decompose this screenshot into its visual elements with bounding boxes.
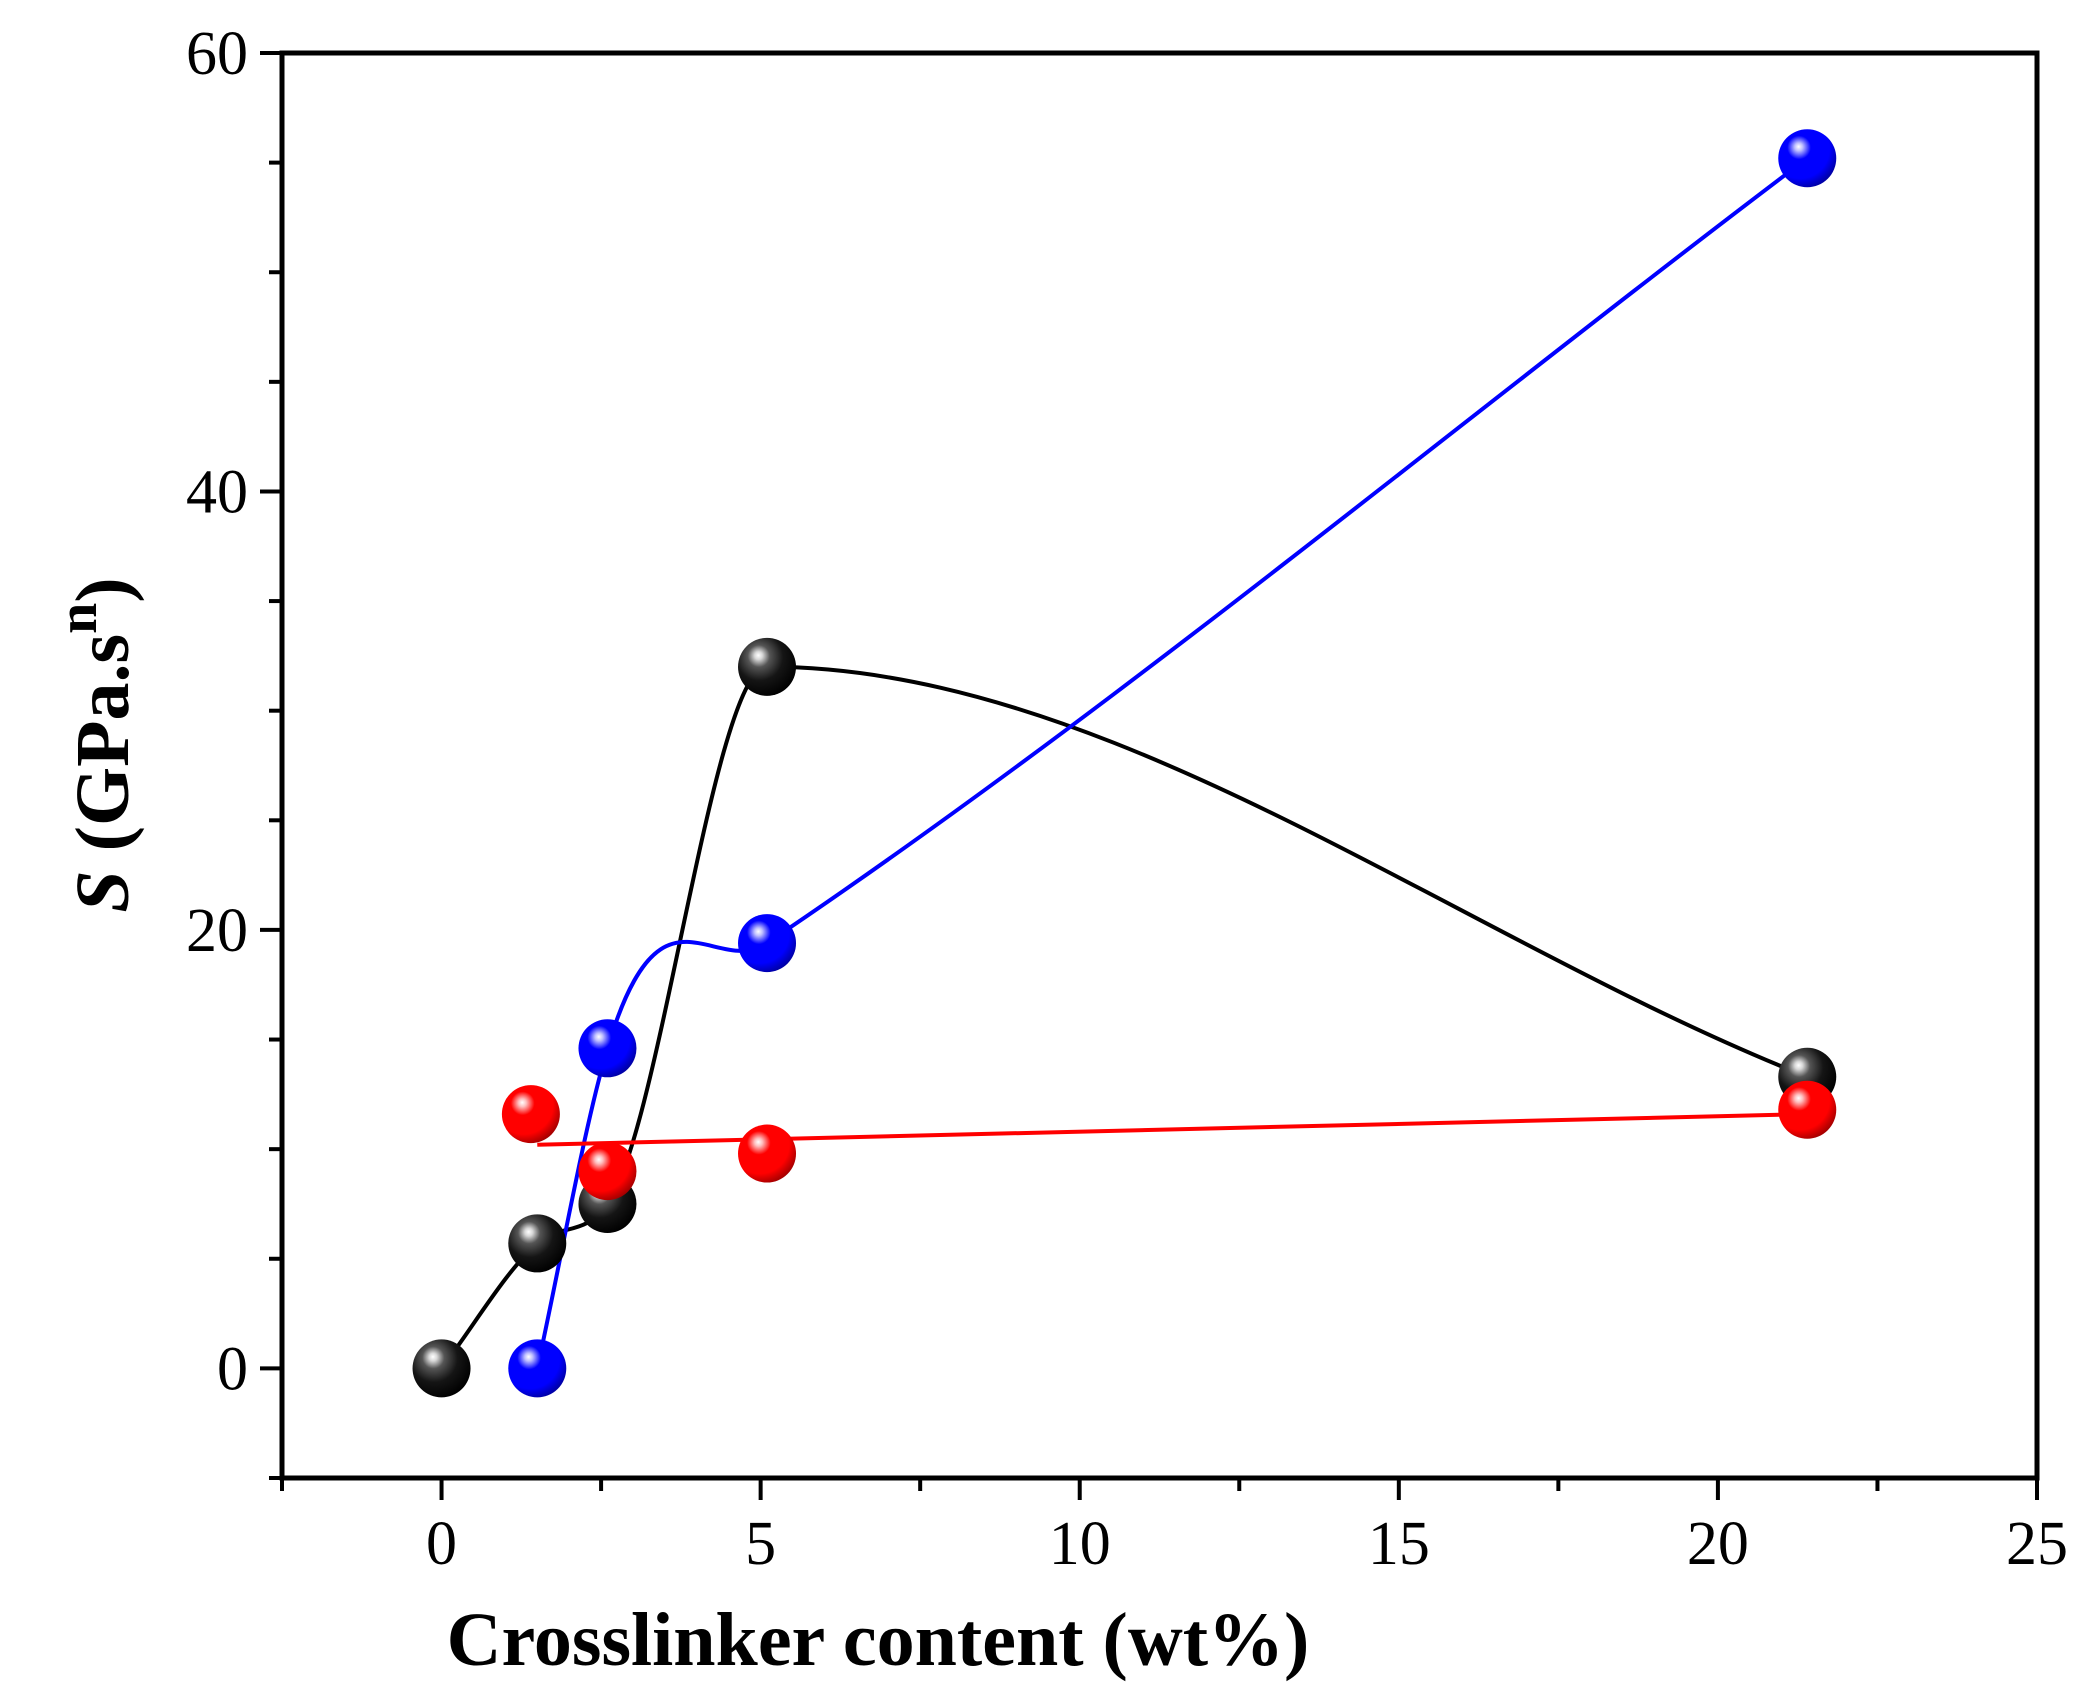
series-1-line [535, 156, 1809, 1369]
x-tick-label: 15 [1368, 1510, 1430, 1578]
series-2-point [1778, 1080, 1837, 1139]
x-tick-label: 20 [1687, 1510, 1749, 1578]
series-0-point [508, 1214, 567, 1273]
series-1-point [508, 1339, 567, 1398]
series-2-point [578, 1142, 637, 1201]
series-0-line [439, 664, 1809, 1370]
series-2-point [501, 1085, 560, 1144]
series-2-line [537, 1112, 1808, 1147]
series-0-point [738, 637, 797, 696]
y-axis-symbol: S [61, 870, 145, 912]
x-tick-labels: 0 5 10 15 20 25 [426, 1510, 2068, 1578]
y-axis-unit: (GPa.s [61, 634, 145, 870]
series-1-point [1778, 129, 1837, 188]
x-tick-label: 5 [745, 1510, 776, 1578]
plot-frame [279, 50, 2040, 1481]
y-tick-label: 0 [217, 1335, 248, 1403]
series-points [412, 129, 1837, 1398]
tick-marks [260, 51, 2039, 1500]
x-tick-label: 25 [2006, 1510, 2068, 1578]
y-axis-unit-superscript: n [47, 603, 109, 634]
series-lines [439, 156, 1809, 1370]
y-tick-labels: 0 20 40 60 [186, 20, 248, 1403]
y-tick-label: 20 [186, 897, 248, 965]
x-tick-label: 10 [1049, 1510, 1111, 1578]
y-tick-label: 60 [186, 20, 248, 88]
series-0-point [412, 1339, 471, 1398]
x-tick-label: 0 [426, 1510, 457, 1578]
y-axis-title: S (GPa.sn) [47, 577, 145, 912]
series-1-point [578, 1019, 637, 1078]
series-2-point [738, 1124, 797, 1183]
y-axis-unit-close: ) [61, 577, 145, 602]
series-1-point [738, 914, 797, 973]
y-tick-label: 40 [186, 458, 248, 526]
x-axis-title: Crosslinker content (wt%) [447, 1598, 1310, 1682]
